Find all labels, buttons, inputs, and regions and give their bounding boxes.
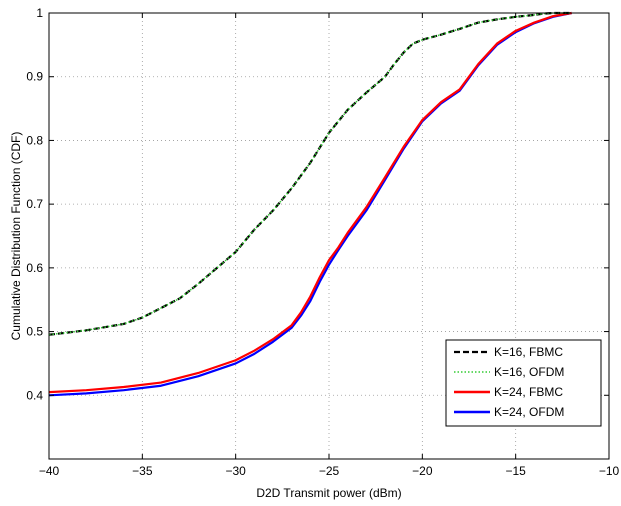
y-tick-label: 0.6 — [26, 261, 43, 275]
legend-label: K=24, OFDM — [494, 405, 564, 419]
series-line-k-16-ofdm — [48, 12, 572, 336]
y-axis-label: Cumulative Distribution Function (CDF) — [9, 132, 23, 341]
legend-label: K=24, FBMC — [494, 385, 563, 399]
x-tick-label: −10 — [599, 464, 620, 478]
y-tick-label: 0.4 — [26, 388, 43, 402]
y-tick-label: 1 — [36, 6, 43, 20]
grid-lines — [49, 13, 609, 459]
x-tick-label: −40 — [39, 464, 60, 478]
x-tick-label: −20 — [412, 464, 433, 478]
y-tick-label: 0.5 — [26, 325, 43, 339]
x-tick-label: −15 — [505, 464, 526, 478]
x-axis-label: D2D Transmit power (dBm) — [256, 486, 401, 500]
axis-ticks: −40 −35 −30 −25 −20 −15 −10 0.4 0.5 0.6 0.7 0.8 0.9 1 — [26, 6, 619, 478]
x-tick-label: −35 — [132, 464, 153, 478]
y-tick-label: 0.9 — [26, 70, 43, 84]
series-lines — [48, 11, 572, 397]
legend-label: K=16, OFDM — [494, 365, 564, 379]
x-tick-label: −25 — [319, 464, 340, 478]
x-tick-label: −30 — [225, 464, 246, 478]
y-tick-label: 0.7 — [26, 197, 43, 211]
legend: K=16, FBMC K=16, OFDM K=24, FBMC K=24, OFDM — [445, 339, 602, 427]
legend-label: K=16, FBMC — [494, 345, 563, 359]
series-line-k-24-fbmc — [48, 11, 572, 394]
y-tick-label: 0.8 — [26, 133, 43, 147]
